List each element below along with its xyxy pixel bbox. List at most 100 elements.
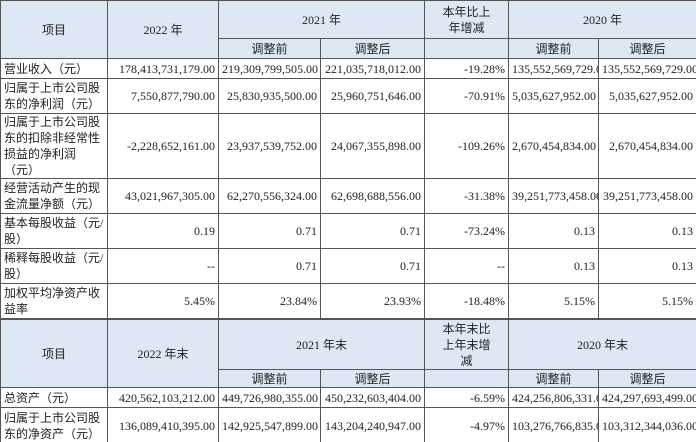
value-cell: 143,204,240,947.00 (319, 407, 426, 442)
value-cell: 424,297,693,499.00 (598, 387, 696, 408)
data-row: 加权平均净资产收益率 5.45% 23.84% 23.93% -18.48% 5.15% 5… (0, 283, 696, 319)
header-cell: 本年比上年增减 (424, 0, 510, 39)
data-row: 归属于上市公司股东的净资产（元） 136,089,410,395.00 142,92… (0, 407, 696, 442)
data-row: 营业收入（元） 178,413,731,179.00 219,309,799,505… (0, 58, 696, 79)
value-cell: -31.38% (424, 178, 510, 214)
data-row: 总资产（元） 420,562,103,212.00 449,726,980,355.… (0, 387, 696, 408)
value-cell: 5.15% (598, 283, 696, 319)
value-cell: 0.19 (107, 213, 219, 249)
row-label: 经营活动产生的现金流量净额（元） (0, 178, 108, 214)
subheader-row: 调整前 调整后 调整前 调整后 (1, 38, 696, 59)
value-cell: 0.13 (508, 248, 600, 284)
row-label: 总资产（元） (0, 387, 108, 408)
subheader-cell (424, 369, 510, 388)
header-cell: 本年末比上年末增减 (424, 319, 510, 370)
data-row: 稀释每股收益（元/股） -- 0.71 0.71 -- 0.13 0.13 (0, 248, 696, 284)
value-cell: 0.71 (319, 248, 426, 284)
row-label: 归属于上市公司股东的扣除非经常性损益的净利润（元） (0, 113, 108, 179)
value-cell: 2,670,454,834.00 (508, 113, 600, 179)
value-cell: 0.13 (598, 213, 696, 249)
row-label: 加权平均净资产收益率 (0, 283, 108, 319)
value-cell: -6.59% (424, 387, 510, 408)
value-cell: 0.13 (508, 213, 600, 249)
value-cell: 135,552,569,729.00 (598, 58, 696, 79)
value-cell: 0.71 (218, 213, 321, 249)
subheader-cell: 调整前 (508, 38, 600, 59)
header-cell: 2021 年 (217, 0, 426, 39)
subheader-cell: 调整后 (319, 38, 426, 59)
header-cell: 2021 年末 (217, 319, 426, 370)
value-cell: -4.97% (424, 407, 510, 442)
value-cell: 62,698,688,556.00 (319, 178, 426, 214)
value-cell: 7,550,877,790.00 (107, 78, 219, 114)
value-cell: -73.24% (424, 213, 510, 249)
value-cell: 136,089,410,395.00 (107, 407, 219, 442)
subheader-cell: 调整后 (598, 369, 696, 388)
data-row: 基本每股收益（元/股） 0.19 0.71 0.71 -73.24% 0.13 0.13 (0, 213, 696, 249)
subheader-cell: 调整前 (218, 369, 321, 388)
header-cell: 2020 年 (508, 0, 696, 39)
value-cell: 103,312,344,036.00 (598, 407, 696, 442)
data-row: 归属于上市公司股东的净利润（元） 7,550,877,790.00 25,830,9… (0, 78, 696, 114)
value-cell: 2,670,454,834.00 (598, 113, 696, 179)
header-cell: 2022 年 (107, 0, 219, 59)
value-cell: 23.93% (319, 283, 426, 319)
header-cell-text: 本年末比上年末增减 (442, 321, 491, 368)
value-cell: 25,960,751,646.00 (319, 78, 426, 114)
header-cell: 2020 年末 (508, 319, 696, 370)
value-cell: 450,232,603,404.00 (319, 387, 426, 408)
row-label: 基本每股收益（元/股） (0, 213, 108, 249)
header-cell: 项目 (0, 0, 108, 59)
value-cell: 424,256,806,331.00 (508, 387, 600, 408)
header-row: 项目 2022 年 2021 年本年比上年增减 2020 年 (0, 0, 696, 59)
value-cell: -- (424, 248, 510, 284)
row-label: 营业收入（元） (0, 58, 108, 79)
value-cell: 39,251,773,458.00 (508, 178, 600, 214)
row-label: 稀释每股收益（元/股） (0, 248, 108, 284)
header-cell: 2022 年末 (107, 319, 219, 388)
data-row: 经营活动产生的现金流量净额（元） 43,021,967,305.00 62,270,… (0, 178, 696, 214)
value-cell: 43,021,967,305.00 (107, 178, 219, 214)
subheader-cell: 调整前 (218, 38, 321, 59)
value-cell: -109.26% (424, 113, 510, 179)
value-cell: 23.84% (218, 283, 321, 319)
header-cell-text: 本年比上年增减 (442, 4, 491, 35)
value-cell: 142,925,547,899.00 (218, 407, 321, 442)
value-cell: -- (107, 248, 219, 284)
value-cell: 103,276,766,835.00 (508, 407, 600, 442)
data-table: 项目 2022 年 2021 年本年比上年增减 2020 年调整前 调整后 调整前 调整后营… (0, 0, 696, 319)
row-label: 归属于上市公司股东的净利润（元） (0, 78, 108, 114)
value-cell: 420,562,103,212.00 (107, 387, 219, 408)
value-cell: 449,726,980,355.00 (218, 387, 321, 408)
value-cell: 23,937,539,752.00 (218, 113, 321, 179)
value-cell: 5,035,627,952.00 (598, 78, 696, 114)
value-cell: 135,552,569,729.00 (508, 58, 600, 79)
value-cell: 39,251,773,458.00 (598, 178, 696, 214)
value-cell: 5.45% (107, 283, 219, 319)
value-cell: 24,067,355,898.00 (319, 113, 426, 179)
value-cell: 5.15% (508, 283, 600, 319)
data-row: 归属于上市公司股东的扣除非经常性损益的净利润（元） -2,228,652,161.… (0, 113, 696, 179)
subheader-cell (424, 38, 510, 59)
value-cell: -2,228,652,161.00 (107, 113, 219, 179)
value-cell: -18.48% (424, 283, 510, 319)
value-cell: 178,413,731,179.00 (107, 58, 219, 79)
row-label: 归属于上市公司股东的净资产（元） (0, 407, 108, 442)
data-table: 项目 2022 年末 2021 年末 本年末比上年末增减 2020 年末 调整前 调整后 调整… (0, 319, 696, 442)
value-cell: 0.71 (218, 248, 321, 284)
value-cell: 62,270,556,324.00 (218, 178, 321, 214)
header-cell: 项目 (0, 319, 108, 388)
header-row: 项目 2022 年末 2021 年末 本年末比上年末增减 2020 年末 (0, 319, 696, 388)
value-cell: 5,035,627,952.00 (508, 78, 600, 114)
value-cell: 25,830,935,500.00 (218, 78, 321, 114)
value-cell: -70.91% (424, 78, 510, 114)
value-cell: 0.13 (598, 248, 696, 284)
subheader-cell: 调整后 (319, 369, 426, 388)
subheader-cell: 调整前 (508, 369, 600, 388)
value-cell: 221,035,718,012.00 (319, 58, 426, 79)
value-cell: 0.71 (319, 213, 426, 249)
subheader-cell: 调整后 (598, 38, 696, 59)
value-cell: 219,309,799,505.00 (218, 58, 321, 79)
value-cell: -19.28% (424, 58, 510, 79)
